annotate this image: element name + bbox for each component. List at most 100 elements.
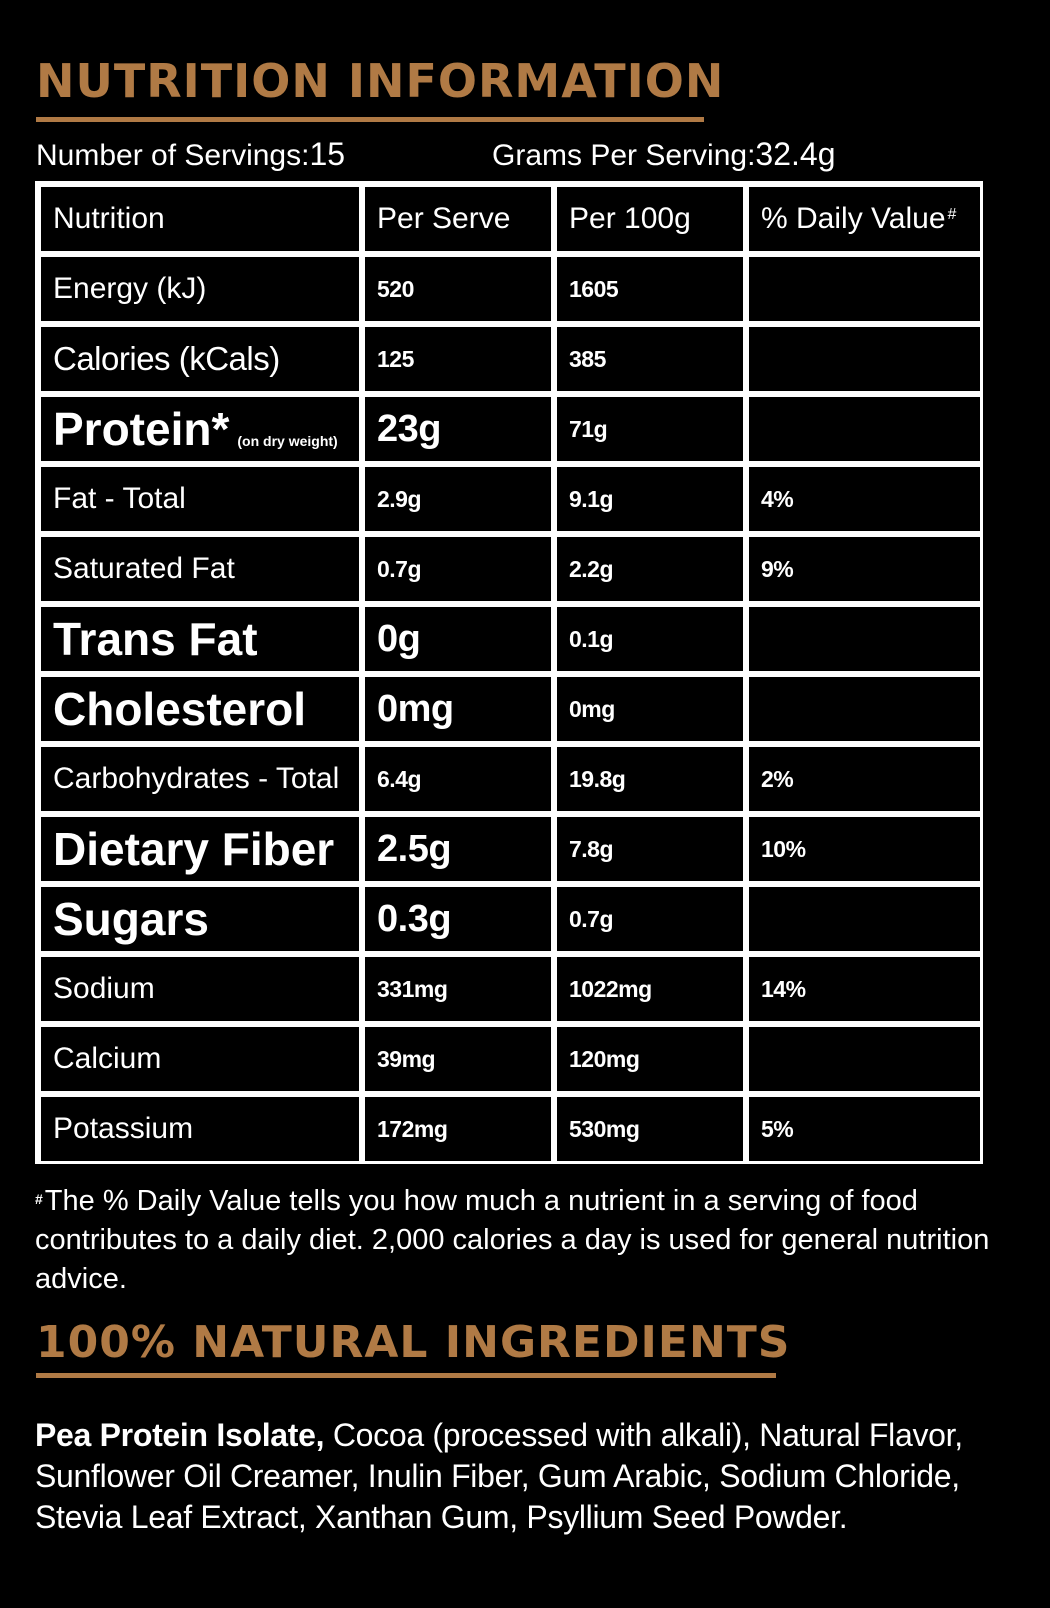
nutrient-name: Calories (kCals): [53, 340, 280, 377]
row-name-cell: Dietary Fiber: [41, 817, 359, 881]
header-per-100g: Per 100g: [557, 187, 743, 251]
daily-value-value: 9%: [761, 555, 794, 582]
header-nutrition: Nutrition: [41, 187, 359, 251]
per-serve-cell: 23g: [365, 397, 551, 461]
per-100g-value: 1022mg: [569, 975, 652, 1002]
per-100g-value: 19.8g: [569, 765, 626, 792]
nutrient-name: Sodium: [53, 972, 155, 1005]
per-serve-value: 0.7g: [377, 555, 422, 582]
daily-value-cell: [749, 397, 980, 461]
grams-value: 32.4g: [755, 136, 836, 172]
daily-value-cell: [749, 1027, 980, 1091]
header-daily-value-label: % Daily Value: [761, 202, 946, 235]
per-serve-cell: 0.3g: [365, 887, 551, 951]
nutrient-name: Saturated Fat: [53, 552, 235, 585]
nutrient-name: Cholesterol: [53, 683, 307, 735]
servings-info: Number of Servings:15: [36, 136, 345, 174]
per-100g-value: 9.1g: [569, 485, 614, 512]
daily-value-value: 5%: [761, 1115, 794, 1142]
per-100g-cell: 7.8g: [557, 817, 743, 881]
header-per-100g-label: Per 100g: [569, 202, 691, 235]
daily-value-cell: [749, 887, 980, 951]
per-100g-value: 7.8g: [569, 835, 614, 862]
nutrient-name: Protein*: [53, 403, 230, 455]
per-serve-cell: 6.4g: [365, 747, 551, 811]
per-100g-cell: 19.8g: [557, 747, 743, 811]
footnote-mark: #: [35, 1191, 43, 1207]
grams-label: Grams Per Serving:: [492, 139, 756, 172]
daily-value-value: 2%: [761, 765, 794, 792]
per-100g-cell: 120mg: [557, 1027, 743, 1091]
ingredients-heading: 100% NATURAL INGREDIENTS: [36, 1317, 791, 1368]
daily-value-cell: [749, 677, 980, 741]
per-100g-cell: 385: [557, 327, 743, 391]
header-daily-value: % Daily Value #: [749, 187, 980, 251]
per-serve-cell: 172mg: [365, 1097, 551, 1161]
per-100g-cell: 9.1g: [557, 467, 743, 531]
daily-value-cell: [749, 607, 980, 671]
row-name-cell: Calcium: [41, 1027, 359, 1091]
daily-value-cell: 4%: [749, 467, 980, 531]
nutrition-heading-underline: [36, 117, 704, 122]
header-per-serve: Per Serve: [365, 187, 551, 251]
row-name-cell: Cholesterol: [41, 677, 359, 741]
daily-value-footnote-mark: #: [947, 206, 957, 223]
nutrient-name: Fat - Total: [53, 482, 186, 515]
per-serve-cell: 331mg: [365, 957, 551, 1021]
per-100g-cell: 0mg: [557, 677, 743, 741]
per-100g-value: 1605: [569, 275, 619, 302]
row-name-cell: Protein* (on dry weight): [41, 397, 359, 461]
nutrient-name: Energy (kJ): [53, 272, 207, 305]
nutrient-name: Potassium: [53, 1112, 194, 1145]
daily-value-cell: [749, 257, 980, 321]
per-serve-value: 0g: [377, 617, 421, 660]
row-name-cell: Carbohydrates - Total: [41, 747, 359, 811]
per-100g-cell: 71g: [557, 397, 743, 461]
per-serve-cell: 125: [365, 327, 551, 391]
row-name-cell: Potassium: [41, 1097, 359, 1161]
nutrient-name: Trans Fat: [53, 613, 258, 665]
header-per-serve-label: Per Serve: [377, 202, 511, 235]
nutrient-name: Calcium: [53, 1042, 162, 1075]
per-serve-value: 2.9g: [377, 485, 422, 512]
daily-value-value: 10%: [761, 835, 806, 862]
daily-value-value: 4%: [761, 485, 794, 512]
per-100g-cell: 2.2g: [557, 537, 743, 601]
per-serve-value: 2.5g: [377, 827, 452, 870]
per-serve-value: 39mg: [377, 1045, 436, 1072]
row-name-cell: Energy (kJ): [41, 257, 359, 321]
row-name-cell: Trans Fat: [41, 607, 359, 671]
daily-value-cell: 9%: [749, 537, 980, 601]
daily-value-value: 14%: [761, 975, 806, 1002]
nutrition-heading: NUTRITION INFORMATION: [36, 54, 725, 108]
daily-value-cell: [749, 327, 980, 391]
ingredients-lead: Pea Protein Isolate,: [35, 1417, 325, 1453]
servings-value: 15: [309, 136, 346, 172]
per-100g-value: 0.7g: [569, 905, 614, 932]
per-100g-value: 71g: [569, 415, 608, 442]
row-name-cell: Fat - Total: [41, 467, 359, 531]
per-serve-value: 520: [377, 275, 414, 302]
per-100g-cell: 1605: [557, 257, 743, 321]
nutrient-name: Carbohydrates - Total: [53, 762, 340, 795]
row-name-cell: Sodium: [41, 957, 359, 1021]
per-serve-cell: 0g: [365, 607, 551, 671]
per-serve-value: 6.4g: [377, 765, 422, 792]
row-name-cell: Calories (kCals): [41, 327, 359, 391]
ingredients-rest: Cocoa (processed with alkali), Natural F…: [35, 1417, 963, 1535]
per-100g-cell: 0.7g: [557, 887, 743, 951]
per-100g-value: 0mg: [569, 695, 615, 722]
per-serve-value: 0mg: [377, 687, 454, 730]
per-100g-value: 530mg: [569, 1115, 640, 1142]
per-100g-value: 0.1g: [569, 625, 614, 652]
per-100g-cell: 530mg: [557, 1097, 743, 1161]
per-100g-value: 2.2g: [569, 555, 614, 582]
per-100g-cell: 1022mg: [557, 957, 743, 1021]
header-nutrition-label: Nutrition: [53, 202, 165, 235]
daily-value-cell: 5%: [749, 1097, 980, 1161]
daily-value-footnote: #The % Daily Value tells you how much a …: [35, 1182, 995, 1299]
per-serve-cell: 520: [365, 257, 551, 321]
ingredients-list: Pea Protein Isolate, Cocoa (processed wi…: [35, 1415, 1025, 1538]
row-name-cell: Saturated Fat: [41, 537, 359, 601]
ingredients-heading-underline: [36, 1373, 776, 1378]
